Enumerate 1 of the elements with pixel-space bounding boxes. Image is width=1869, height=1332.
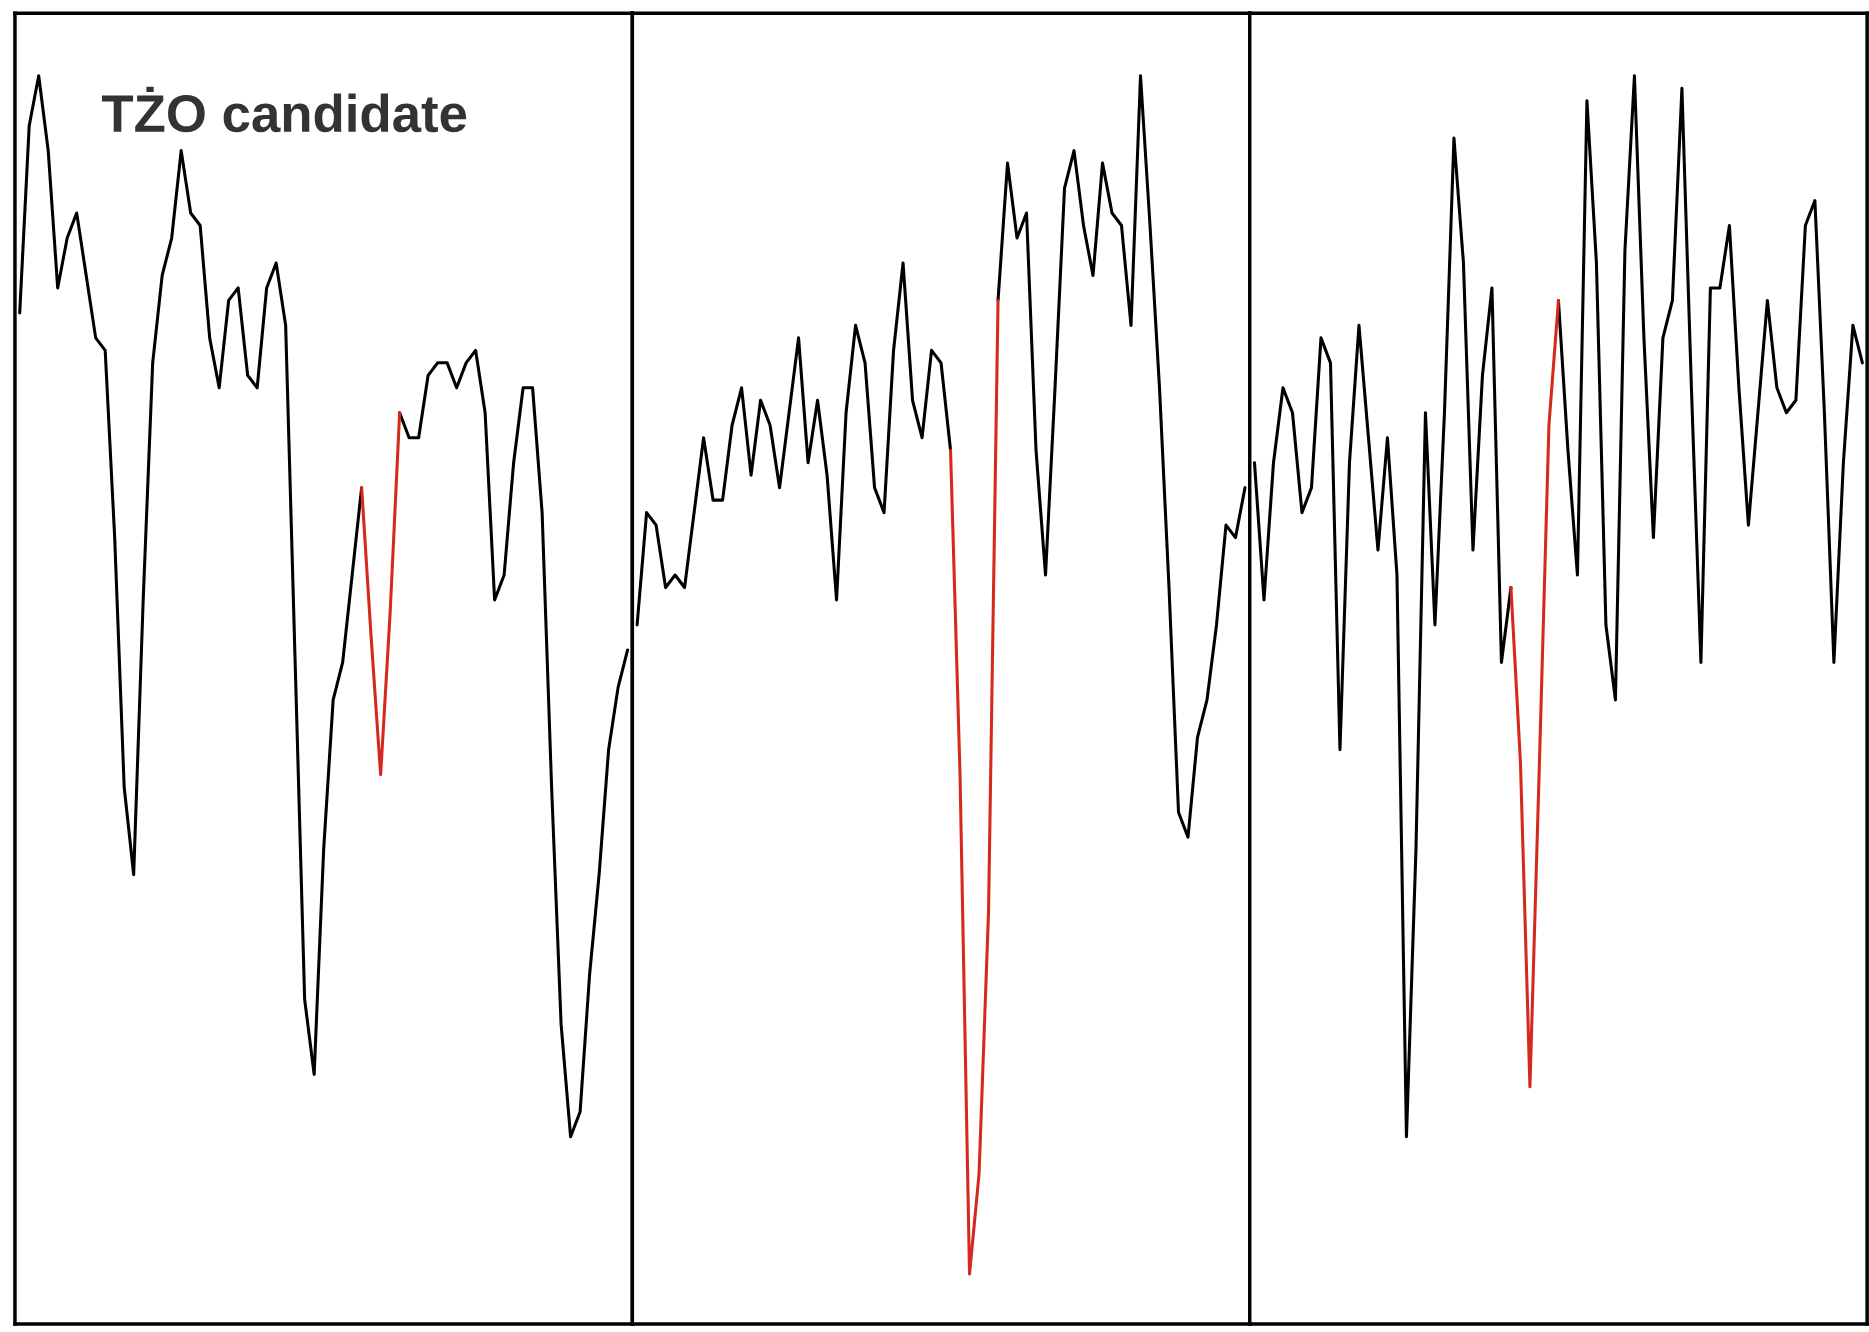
annotation: TŻO candidate <box>101 86 467 133</box>
